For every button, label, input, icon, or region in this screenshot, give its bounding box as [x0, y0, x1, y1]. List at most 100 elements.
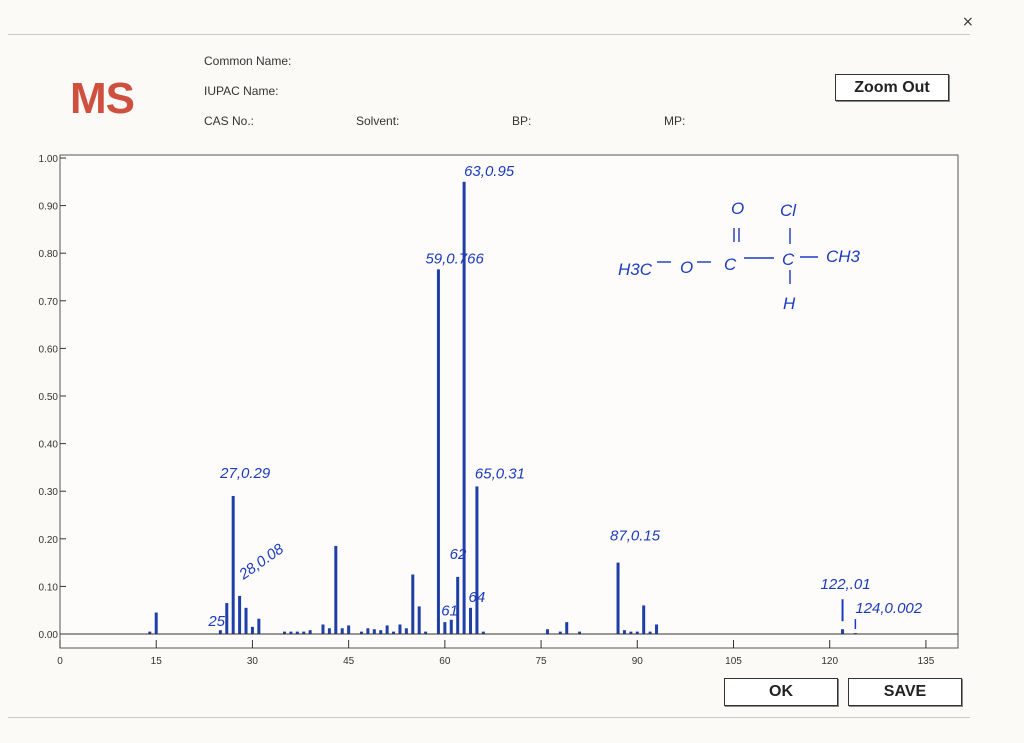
peak-annotation: 61	[441, 603, 458, 620]
spectrum-bar	[218, 630, 222, 634]
spectrum-bar	[321, 624, 325, 634]
spectrum-bar	[616, 562, 620, 634]
spectrum-bar	[385, 625, 389, 634]
window-frame	[8, 34, 970, 718]
common-name-label: Common Name:	[204, 54, 292, 68]
y-tick-label: 0.40	[39, 440, 59, 451]
spectrum-bar	[148, 631, 152, 634]
x-tick-label: 15	[151, 656, 163, 667]
spectrum-bar	[225, 603, 229, 634]
struct-left: H3C	[618, 260, 653, 279]
spectrum-bar	[411, 574, 415, 634]
spectrum-bar	[308, 630, 312, 634]
spectrum-bar	[295, 631, 299, 634]
y-tick-label: 0.50	[39, 392, 59, 403]
spectrum-bar	[283, 631, 286, 634]
x-tick-label: 0	[57, 656, 63, 667]
x-tick-label: 45	[343, 656, 355, 667]
molecule-structure: H3C O C O C Cl H CH3	[618, 199, 861, 313]
struct-c1: C	[724, 255, 737, 274]
spectrum-bar	[379, 630, 383, 634]
peak-annotation: 25	[207, 613, 225, 630]
y-tick-label: 0.30	[39, 487, 59, 498]
spectrum-bar	[340, 628, 344, 634]
mp-label: MP:	[664, 114, 686, 128]
spectrum-bar	[404, 628, 408, 634]
peak-annotation: 122,.01	[821, 576, 871, 593]
peak-annotation: 62	[450, 546, 467, 563]
spectrum-bar	[366, 628, 370, 634]
x-tick-label: 90	[632, 656, 644, 667]
spectrum-bar	[443, 622, 447, 634]
x-tick-label: 60	[439, 656, 451, 667]
spectrum-bar	[655, 624, 659, 634]
spectrum-bar	[469, 607, 473, 634]
x-tick-label: 75	[536, 656, 548, 667]
spectrum-bar	[250, 626, 254, 634]
struct-h: H	[783, 294, 796, 313]
spectrum-bar	[449, 619, 453, 634]
struct-o1: O	[680, 258, 693, 277]
y-tick-label: 0.00	[39, 630, 59, 641]
spectrum-bar	[578, 631, 582, 634]
ms-logo: MS	[70, 74, 135, 123]
close-icon[interactable]: ×	[962, 14, 974, 30]
spectrum-bar	[231, 495, 235, 634]
spectrum-bar	[257, 618, 261, 634]
peak-annotation: 27,0.29	[219, 465, 271, 482]
spectrum-bar	[545, 629, 549, 634]
cas-label: CAS No.:	[204, 114, 255, 128]
y-tick-label: 0.70	[39, 297, 59, 308]
bp-label: BP:	[512, 114, 532, 128]
spectrum-bar	[302, 631, 306, 634]
x-tick-label: 105	[725, 656, 742, 667]
peak-annotation: 65,0.31	[475, 465, 525, 482]
y-tick-label: 0.60	[39, 344, 59, 355]
spectrum-bar	[841, 629, 845, 634]
x-tick-label: 30	[247, 656, 259, 667]
y-tick-label: 0.20	[39, 535, 59, 546]
x-tick-label: 135	[918, 656, 935, 667]
y-tick-label: 1.00	[39, 154, 59, 165]
x-tick-label: 120	[821, 656, 838, 667]
zoom-out-button[interactable]: Zoom Out	[835, 74, 949, 101]
iupac-name-label: IUPAC Name:	[204, 84, 279, 98]
peak-annotation: 124,0.002	[855, 600, 922, 617]
spectrum-bar	[481, 631, 485, 634]
save-button[interactable]: SAVE	[848, 678, 962, 706]
peak-annotation: 63,0.95	[464, 163, 515, 180]
peak-annotation: 64	[469, 589, 486, 606]
spectrum-bar	[392, 631, 396, 634]
spectrum-bar	[565, 622, 569, 634]
spectrum-bar	[327, 628, 331, 634]
spectrum-bar	[417, 606, 421, 634]
solvent-label: Solvent:	[356, 114, 400, 128]
spectrum-bar	[622, 630, 626, 634]
spectrum-bar	[475, 486, 479, 634]
peak-annotation: 87,0.15	[610, 528, 661, 545]
spectrum-bar	[398, 624, 402, 634]
struct-right: CH3	[826, 247, 861, 266]
y-tick-label: 0.10	[39, 582, 59, 593]
spectrum-bar	[154, 612, 158, 634]
spectrum-bar	[289, 631, 293, 634]
y-tick-label: 0.90	[39, 202, 59, 213]
spectrum-bar	[642, 605, 646, 634]
spectrum-bar	[424, 631, 428, 634]
struct-carbonyl-o: O	[731, 199, 744, 218]
y-tick-label: 0.80	[39, 249, 59, 260]
struct-cl: Cl	[780, 201, 797, 220]
spectrum-bar	[648, 631, 652, 634]
spectrum-bar	[635, 631, 639, 634]
spectrum-bar	[436, 269, 440, 634]
plot-area	[59, 154, 959, 649]
spectrum-bar	[456, 576, 460, 634]
spectrum-bar	[238, 595, 242, 634]
spectrum-bar	[244, 607, 248, 634]
spectrum-bar	[359, 631, 363, 634]
peak-annotation: 59,0.766	[425, 250, 484, 267]
spectrum-bar	[629, 631, 633, 634]
ok-button[interactable]: OK	[724, 678, 838, 706]
spectrum-bar	[558, 631, 562, 634]
